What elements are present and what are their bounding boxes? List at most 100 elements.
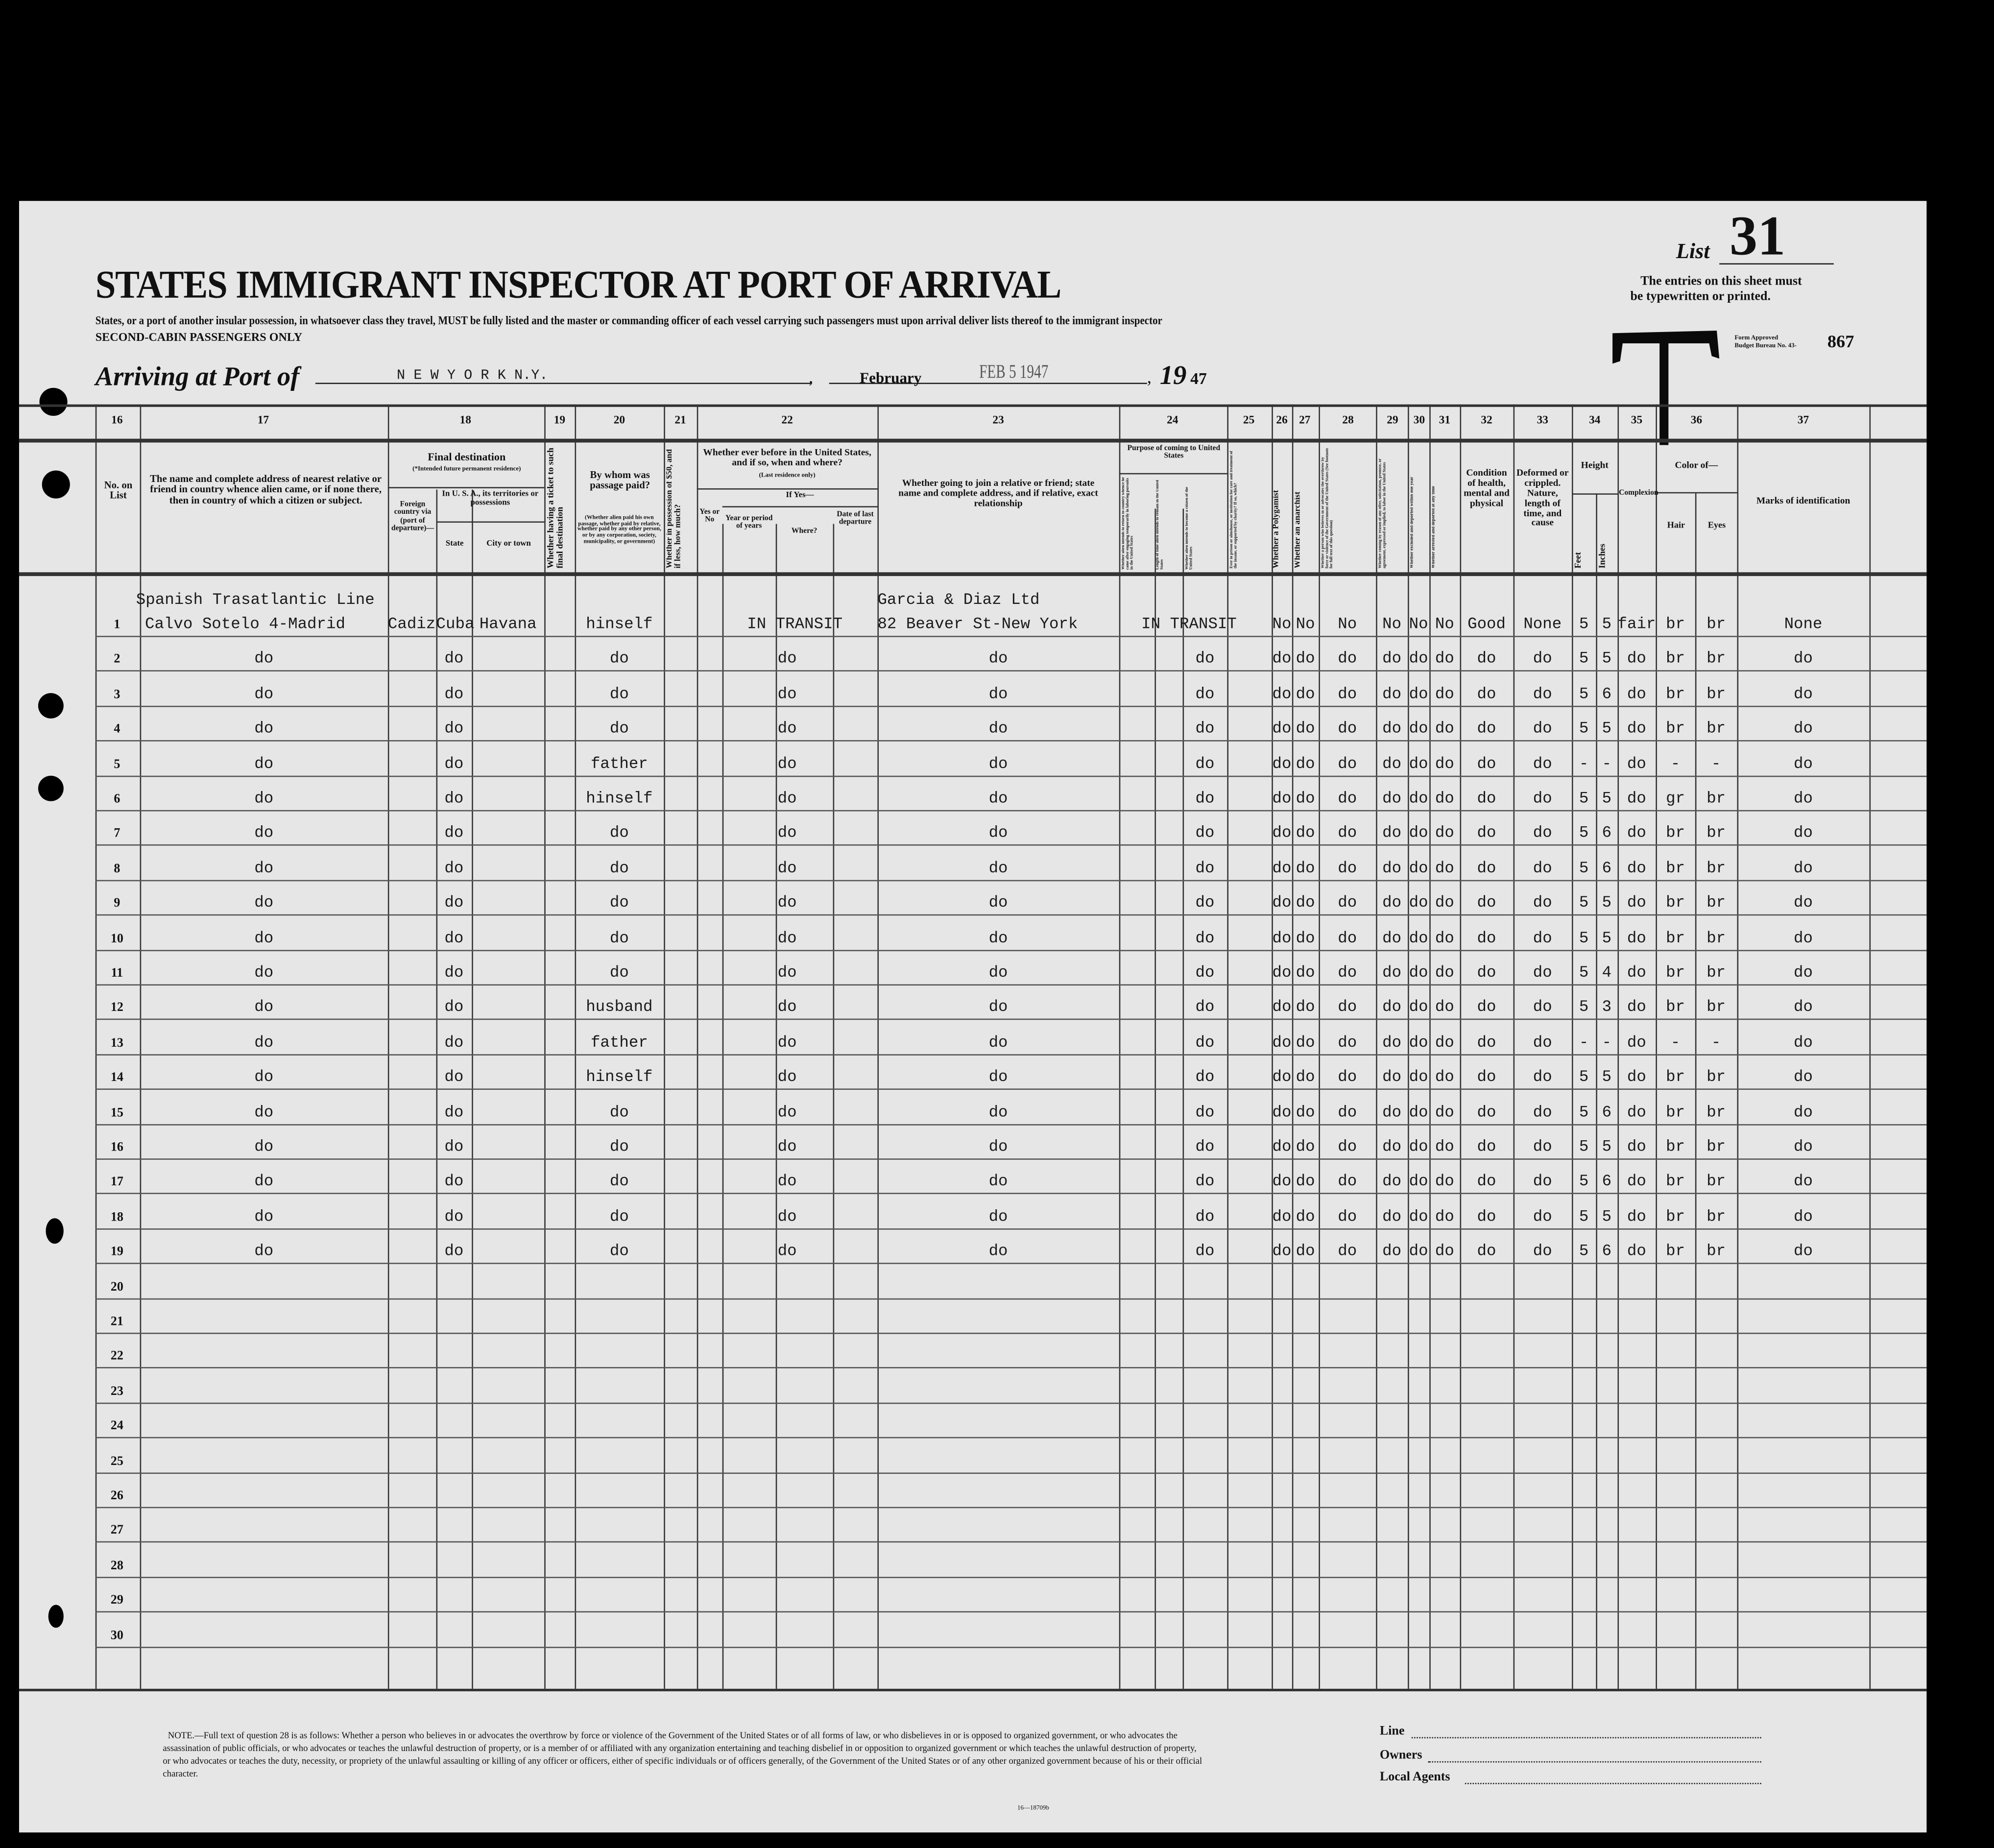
cell-state: do	[444, 650, 464, 669]
cell-c22: do	[777, 790, 797, 808]
cell-c20: father	[590, 755, 648, 773]
cell-c20: do	[609, 685, 629, 703]
owners-signature-field[interactable]	[1428, 1761, 1761, 1763]
cell-c22: do	[777, 685, 797, 703]
cell-inches: 5	[1602, 1138, 1612, 1156]
row-rule	[95, 1228, 1927, 1230]
cell-c37: do	[1794, 1138, 1813, 1156]
cell-eyes: br	[1706, 1103, 1726, 1121]
cell-c32: do	[1477, 1243, 1496, 1261]
cell-inches: 6	[1602, 685, 1612, 703]
cell-c23-line1: Garcia & Diaz Ltd	[877, 591, 1040, 609]
cell-c31: do	[1435, 1207, 1454, 1226]
cell-c24: do	[1195, 1138, 1215, 1156]
cell-c32: do	[1477, 963, 1496, 982]
cell-hair: br	[1666, 999, 1685, 1017]
cell-state: Cuba	[436, 615, 475, 633]
row-rule	[95, 1611, 1927, 1613]
row-number: 24	[110, 1419, 123, 1434]
cell-c31: do	[1435, 1243, 1454, 1261]
cell-hair: br	[1666, 1173, 1685, 1191]
row-rule	[95, 740, 1927, 742]
year-prefix: 19	[1159, 360, 1187, 391]
cell-c23: do	[988, 999, 1008, 1017]
cell-c26: do	[1272, 1103, 1292, 1121]
cell-c37: do	[1794, 824, 1813, 842]
cell-c17: do	[254, 894, 274, 912]
cell-c22: do	[777, 963, 797, 982]
cell-c30: do	[1409, 999, 1428, 1017]
cell-c17: do	[254, 1207, 274, 1226]
cell-c28: do	[1338, 720, 1357, 738]
cell-c22: do	[777, 1033, 797, 1052]
column-divider	[1272, 404, 1273, 1689]
header-intends-return: Whether alien intends to return to count…	[1121, 477, 1134, 570]
cell-state: do	[444, 790, 464, 808]
cell-hair: br	[1666, 615, 1685, 633]
header-color-of: Color of—	[1675, 459, 1718, 471]
subcolumn-divider	[1154, 508, 1156, 1689]
cell-hair: br	[1666, 685, 1685, 703]
cell-c33: do	[1533, 650, 1552, 669]
cell-c23: do	[988, 1103, 1008, 1121]
cell-feet: 5	[1579, 1103, 1589, 1121]
row-number: 16	[110, 1140, 123, 1155]
subheader-rule	[387, 487, 545, 488]
row-number: 12	[110, 1001, 123, 1015]
column-number: 34	[1589, 413, 1601, 426]
cell-c35: do	[1627, 1207, 1646, 1226]
line-signature-field[interactable]	[1411, 1737, 1761, 1739]
cell-eyes: br	[1706, 615, 1726, 633]
column-number: 29	[1387, 413, 1398, 426]
cell-c35: do	[1627, 894, 1646, 912]
cell-c17: do	[254, 1243, 274, 1261]
list-number: 31	[1729, 205, 1786, 267]
cell-c26: do	[1272, 1033, 1292, 1052]
cell-c37: do	[1794, 1207, 1813, 1226]
column-divider	[1737, 404, 1738, 1689]
cell-c33: do	[1533, 963, 1552, 982]
cell-c30: do	[1409, 1068, 1428, 1086]
cell-c32: do	[1477, 1068, 1496, 1086]
cell-c24: do	[1195, 859, 1215, 877]
header-by-whom-paid: By whom was passage paid?	[590, 469, 650, 492]
header-polygamist: Whether a Polygamist	[1273, 490, 1281, 569]
cell-c23: do	[988, 824, 1008, 842]
cell-feet: 5	[1579, 1243, 1589, 1261]
cell-c31: do	[1435, 650, 1454, 669]
cell-inches: 5	[1602, 650, 1612, 669]
cell-c24: do	[1195, 894, 1215, 912]
cell-c26: do	[1272, 963, 1292, 982]
cell-inches: 6	[1602, 1173, 1612, 1191]
header-labor-contract: Whether coming by reason of any offer, s…	[1378, 458, 1387, 569]
cell-c28: do	[1338, 1033, 1357, 1052]
header-final-destination: Final destination	[428, 450, 506, 463]
cell-eyes: br	[1706, 650, 1726, 669]
cell-c17: do	[254, 1103, 274, 1121]
row-rule	[95, 1646, 1927, 1648]
cell-c33: do	[1533, 999, 1552, 1017]
cell-c33: do	[1533, 894, 1552, 912]
punch-hole	[46, 1218, 64, 1244]
cell-hair: br	[1666, 1068, 1685, 1086]
cell-c23: do	[988, 894, 1008, 912]
cell-c35: do	[1627, 650, 1646, 669]
budget-number: 867	[1827, 333, 1854, 353]
cell-c32: do	[1477, 894, 1496, 912]
subheader-rule	[436, 521, 545, 523]
cell-c32: do	[1477, 1207, 1496, 1226]
row-rule	[95, 1054, 1927, 1056]
agents-signature-field[interactable]	[1465, 1783, 1761, 1784]
cell-c37: do	[1794, 685, 1813, 703]
row-rule	[95, 914, 1927, 916]
cell-c29: do	[1382, 1173, 1402, 1191]
cell-c26: do	[1272, 1207, 1292, 1226]
cell-c29: do	[1382, 929, 1402, 947]
cell-c33: do	[1533, 1068, 1552, 1086]
cell-inches: 6	[1602, 1103, 1612, 1121]
cell-c33: do	[1533, 1207, 1552, 1226]
header-height: Height	[1581, 459, 1609, 471]
cell-c32: do	[1477, 1173, 1496, 1191]
cell-c20: do	[609, 894, 629, 912]
manifest-sheet	[19, 201, 1927, 1833]
